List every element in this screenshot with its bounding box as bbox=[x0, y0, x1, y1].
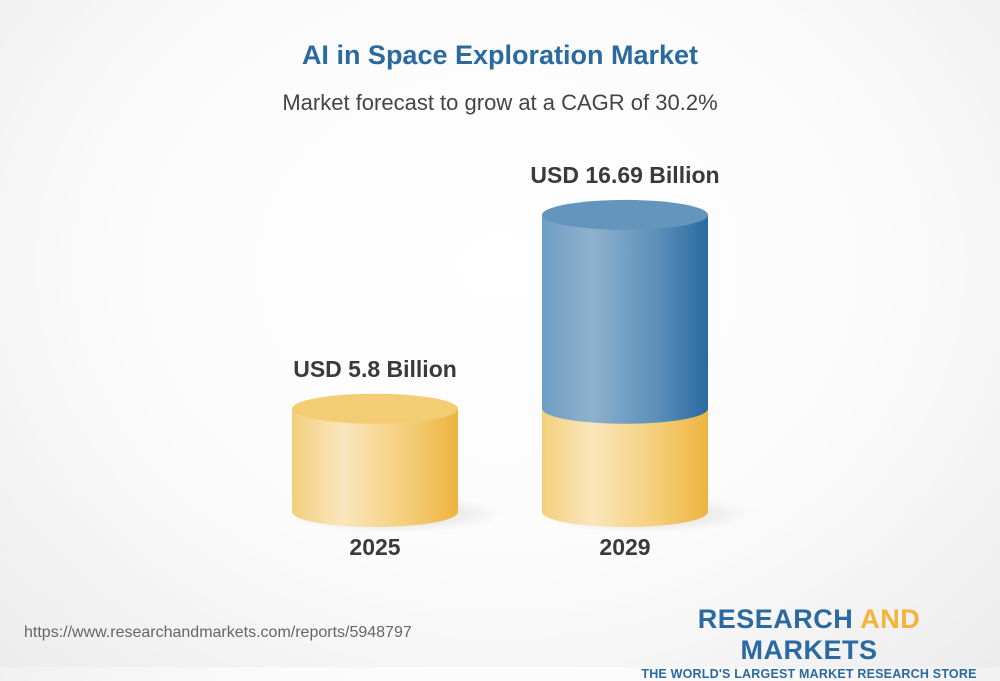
bar-growth-segment bbox=[542, 214, 708, 424]
bar-top-cap bbox=[292, 393, 458, 424]
chart-area: USD 5.8 Billion 2025 USD 16.69 Billion 2029 bbox=[287, 162, 753, 560]
chart-subtitle: Market forecast to grow at a CAGR of 30.… bbox=[282, 90, 718, 115]
logo-tagline: THE WORLD'S LARGEST MARKET RESEARCH STOR… bbox=[641, 667, 977, 681]
research-and-markets-logo: RESEARCH AND MARKETS THE WORLD'S LARGEST… bbox=[640, 604, 978, 681]
bar-top-cap bbox=[542, 199, 708, 230]
source-url[interactable]: https://www.researchandmarkets.com/repor… bbox=[24, 624, 412, 641]
logo-text-research: RESEARCH bbox=[697, 604, 861, 634]
bar-base-segment bbox=[542, 408, 708, 527]
x-tick-label: 2025 bbox=[349, 534, 400, 560]
logo-text-markets: MARKETS bbox=[740, 635, 878, 665]
x-tick-label: 2029 bbox=[599, 534, 650, 560]
chart-title: AI in Space Exploration Market bbox=[301, 40, 699, 70]
data-label: USD 16.69 Billion bbox=[530, 162, 719, 188]
bar-base-segment bbox=[292, 408, 458, 527]
data-label: USD 5.8 Billion bbox=[293, 356, 457, 382]
logo-text-and: AND bbox=[860, 604, 921, 634]
